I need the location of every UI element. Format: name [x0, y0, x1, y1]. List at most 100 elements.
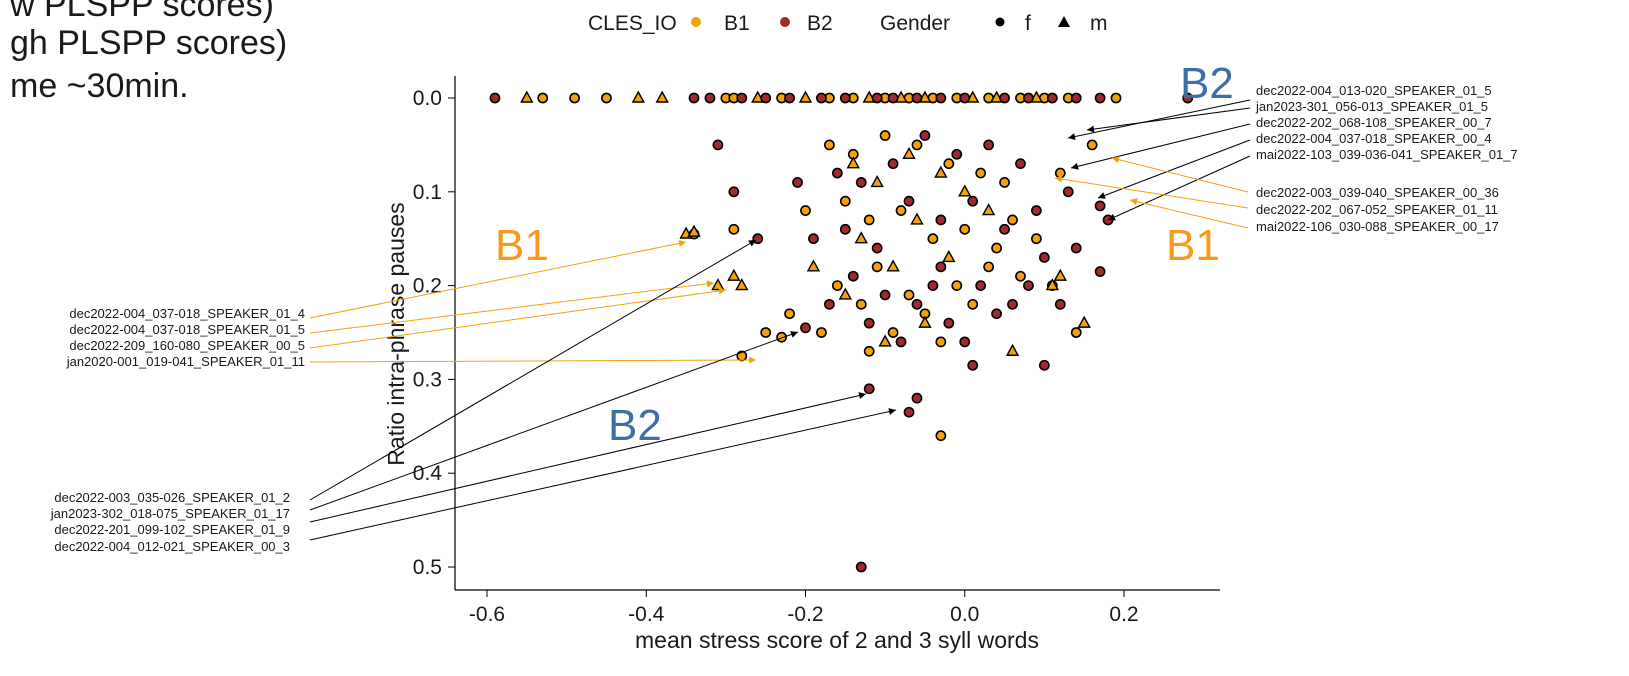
data-point-b1-m	[735, 278, 749, 291]
data-point-b2-f	[1023, 280, 1034, 291]
arrow-black	[1067, 99, 1251, 140]
y-tick-label: 0.3	[413, 368, 442, 391]
data-point-b2-f	[704, 92, 716, 104]
data-point-b1-f	[569, 92, 580, 104]
legend-marker-b1	[691, 17, 701, 27]
y-tick-label: 0.5	[413, 556, 442, 579]
legend-title-cles: CLES_IO	[588, 12, 677, 35]
data-point-b2-f	[1054, 298, 1066, 310]
data-point-b1-m	[1077, 315, 1091, 328]
data-point-b1-f	[816, 327, 827, 338]
y-tick-label: 0.4	[413, 462, 443, 485]
y-tick-label: 0.1	[413, 181, 442, 204]
data-point-b2-f	[1070, 92, 1082, 104]
data-point-b2-f	[887, 158, 899, 170]
data-point-b1-f	[839, 195, 851, 207]
data-point-b2-f	[999, 92, 1010, 104]
data-point-b1-f	[927, 233, 939, 245]
arrow-black	[309, 239, 757, 501]
data-point-b1-m	[1045, 278, 1060, 291]
data-point-b1-f	[879, 130, 891, 141]
speaker-label: mai2022-103_039-036-041_SPEAKER_01_7	[1256, 147, 1518, 162]
data-point-b1-m	[727, 268, 741, 281]
data-point-b1-f	[887, 327, 899, 338]
arrow-black	[309, 392, 867, 523]
data-point-b2-f	[935, 261, 947, 273]
data-point-b1-f	[951, 280, 963, 291]
data-point-b2-f	[792, 177, 803, 188]
arrow-orange	[1129, 198, 1249, 229]
data-point-b2-f	[1007, 298, 1018, 310]
data-point-b2-f	[1094, 266, 1106, 277]
data-point-b2-f	[911, 298, 923, 310]
data-point-b2-f	[903, 406, 915, 418]
data-point-b2-f	[951, 148, 963, 160]
speaker-label: dec2022-202_067-052_SPEAKER_01_11	[1256, 202, 1498, 217]
data-point-b2-f	[823, 298, 835, 310]
data-point-b2-f	[887, 92, 899, 104]
data-point-b2-f	[1182, 92, 1194, 104]
data-point-b1-f	[1054, 167, 1066, 179]
data-point-b1-f	[1086, 139, 1098, 151]
legend-marker-m	[1058, 16, 1070, 27]
data-point-b2-f	[1023, 92, 1034, 104]
data-point-b2-f	[863, 383, 875, 395]
data-point-b2-f	[879, 289, 891, 301]
arrow-orange	[309, 287, 727, 349]
data-point-b1-f	[863, 345, 875, 357]
legend: CLES_IO B1 B2 Gender f m	[588, 12, 1108, 35]
data-point-b1-f	[959, 223, 971, 235]
data-point-b1-m	[655, 90, 669, 103]
data-point-b1-f	[831, 280, 843, 291]
data-point-b2-f	[903, 195, 915, 207]
speaker-label: dec2022-004_037-018_SPEAKER_01_5	[69, 322, 305, 337]
data-point-b2-f	[935, 92, 947, 104]
data-point-b2-f	[847, 270, 859, 282]
data-point-b1-m	[854, 231, 868, 244]
data-point-b1-m	[878, 334, 892, 347]
data-point-b2-f	[1094, 92, 1106, 104]
speaker-label: dec2022-004_037-018_SPEAKER_00_4	[1256, 131, 1492, 146]
x-ticks: -0.6 -0.4 -0.2 0.0 0.2	[469, 590, 1139, 626]
legend-label-m: m	[1090, 12, 1108, 35]
data-point-b2-f	[871, 242, 883, 254]
data-point-b2-f	[839, 92, 851, 104]
arrow-orange	[309, 280, 715, 334]
data-point-b1-f	[601, 92, 612, 104]
data-point-b1-m	[846, 156, 860, 169]
legend-label-f: f	[1025, 12, 1031, 35]
right-speaker-labels: dec2022-004_013-020_SPEAKER_01_5 jan2023…	[1255, 83, 1518, 234]
arrow-black	[1070, 123, 1251, 170]
data-point-b2-f	[911, 392, 923, 404]
speaker-label: jan2023-302_018-075_SPEAKER_01_17	[50, 506, 290, 521]
data-point-b1-f	[776, 331, 788, 343]
data-point-b2-f	[975, 280, 987, 291]
data-point-b2-f	[752, 233, 764, 245]
speaker-label: dec2022-201_099-102_SPEAKER_01_9	[54, 522, 290, 537]
group-label-b2: B2	[1180, 59, 1234, 108]
speaker-label: jan2020-001_019-041_SPEAKER_01_11	[66, 354, 305, 369]
x-axis-label: mean stress score of 2 and 3 syll words	[635, 627, 1039, 653]
data-point-b1-m	[918, 315, 932, 328]
data-point-b1-f	[1031, 233, 1042, 245]
data-point-b1-f	[855, 298, 867, 310]
data-point-b2-f	[784, 92, 795, 104]
group-label-b1: B1	[1166, 221, 1220, 270]
data-point-b2-f	[919, 130, 931, 141]
data-point-b2-f	[728, 186, 740, 198]
data-point-b1-m	[1005, 343, 1020, 356]
speaker-label: dec2022-003_035-026_SPEAKER_01_2	[54, 490, 290, 505]
data-point-b2-f	[1094, 200, 1106, 212]
data-point-b2-f	[1031, 205, 1042, 216]
arrow-black	[1086, 107, 1251, 133]
speaker-label: jan2023-301_056-013_SPEAKER_01_5	[1255, 99, 1488, 114]
data-point-b2-f	[1062, 186, 1074, 198]
data-point-b1-m	[934, 165, 948, 178]
data-point-b2-f	[967, 359, 979, 371]
data-point-b1-f	[800, 205, 811, 216]
data-point-b2-f	[1046, 92, 1058, 104]
data-point-b1-f	[895, 205, 907, 216]
data-point-b1-m	[1053, 268, 1067, 281]
data-point-b2-f	[800, 322, 811, 334]
data-point-b2-f	[983, 139, 995, 151]
